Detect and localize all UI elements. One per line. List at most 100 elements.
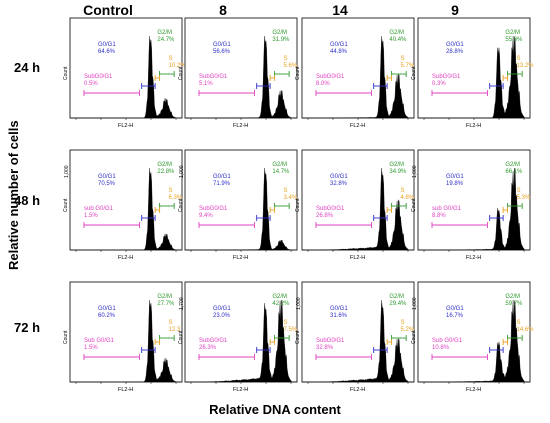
x-axis-label: FL2-H (466, 123, 481, 129)
gate-value-label: 4.8% (401, 195, 415, 201)
gate-value-label: 1.5% (84, 345, 98, 351)
x-axis-label: FL2-H (233, 255, 248, 261)
gate-value-label: 56.6% (213, 49, 231, 55)
gate-value-label: 32.8% (316, 345, 334, 351)
row-header-24h: 24 h (14, 60, 41, 75)
gate-name-label: G2/M (272, 294, 287, 300)
panel-frame (184, 149, 298, 251)
gate-value-label: 42.2% (272, 301, 290, 307)
gate-name-label: G2/M (157, 162, 172, 168)
gate-value-label: 5.1% (199, 81, 213, 87)
gate-value-label: 31.6% (330, 313, 348, 319)
gate-name-label: G2/M (505, 30, 520, 36)
y-axis-label: Count (295, 198, 301, 212)
gate-value-label: 71.9% (213, 181, 231, 187)
gate-value-label: 19.8% (446, 181, 464, 187)
histogram-fill (70, 299, 182, 383)
row-header-48h: 48 h (14, 193, 41, 208)
gate-value-label: 40.4% (389, 37, 407, 43)
gate-name-label: G2/M (505, 294, 520, 300)
x-axis-label: FL2-H (233, 123, 248, 129)
y-axis-label: Count (63, 198, 69, 212)
panel-frame (69, 17, 183, 119)
panel-frame (69, 149, 183, 251)
gate-name-label: G0/G1 (330, 306, 348, 312)
gate-name-label: S (517, 320, 521, 326)
gate-value-label: 10.2% (169, 63, 187, 69)
gate-value-label: 70.5% (98, 181, 116, 187)
gate-name-label: G0/G1 (213, 306, 231, 312)
gate-value-label: 60.2% (98, 313, 116, 319)
gate-value-label: 32.8% (330, 181, 348, 187)
gate-value-label: 55.6% (505, 37, 523, 43)
gate-value-label: 26.8% (316, 213, 334, 219)
gate-value-label: 22.8% (157, 169, 175, 175)
y-max-tick: 1,000 (412, 165, 418, 178)
y-axis-label: Count (411, 198, 417, 212)
gate-value-label: 14.7% (272, 169, 290, 175)
y-axis-label: Count (178, 66, 184, 80)
gate-name-label: S (517, 56, 521, 62)
gate-name-label: S (284, 188, 288, 194)
y-max-tick: 1,000 (64, 165, 70, 178)
y-axis-label: Count (178, 198, 184, 212)
gate-value-label: 44.8% (330, 49, 348, 55)
gate-name-label: G0/G1 (330, 174, 348, 180)
histogram-fill (185, 167, 297, 251)
gate-value-label: 5.2% (401, 327, 415, 333)
gate-name-label: G2/M (505, 162, 520, 168)
gate-value-label: 28.8% (446, 49, 464, 55)
gate-name-label: sub G0/G1 (432, 206, 462, 212)
gate-value-label: 5.6% (284, 63, 298, 69)
gate-value-label: 13.2% (517, 63, 535, 69)
gate-name-label: G2/M (157, 294, 172, 300)
histogram-fill (418, 167, 530, 251)
histogram-fill (185, 299, 297, 383)
gate-value-label: 6.3% (169, 195, 183, 201)
y-axis-label: Count (411, 66, 417, 80)
histogram-fill (185, 35, 297, 119)
y-axis-label: Count (63, 66, 69, 80)
x-axis-label: FL2-H (466, 387, 481, 393)
gate-name-label: G0/G1 (446, 306, 464, 312)
row-header-72h: 72 h (14, 320, 41, 335)
gate-value-label: 29.4% (389, 301, 407, 307)
column-header-control: Control (83, 2, 133, 18)
gate-name-label: G0/G1 (98, 306, 116, 312)
gate-name-label: G2/M (389, 162, 404, 168)
x-axis-label: FL2-H (118, 255, 133, 261)
gate-value-label: 34.9% (389, 169, 407, 175)
gate-value-label: 3.4% (284, 195, 298, 201)
gate-name-label: S (169, 56, 173, 62)
column-header-14: 14 (332, 2, 348, 18)
gate-value-label: 14.6% (517, 327, 535, 333)
gate-value-label: 7.5% (284, 327, 298, 333)
gate-name-label: G0/G1 (446, 42, 464, 48)
histogram-fill (418, 299, 530, 383)
column-header-9: 9 (451, 2, 459, 18)
x-axis-label: FL2-H (350, 387, 365, 393)
x-axis-label: FL2-H (118, 387, 133, 393)
histogram-fill (302, 35, 414, 119)
gate-name-label: S (169, 320, 173, 326)
gate-value-label: 23.0% (213, 313, 231, 319)
gate-value-label: 64.6% (98, 49, 116, 55)
y-max-tick: 1,000 (179, 165, 185, 178)
gate-name-label: sub G0/G1 (84, 206, 114, 212)
gate-name-label: SubG0/G1 (316, 206, 345, 212)
gate-name-label: G2/M (272, 162, 287, 168)
gate-name-label: S (401, 188, 405, 194)
gate-name-label: SubG0/G1 (84, 74, 113, 80)
gate-name-label: S (517, 188, 521, 194)
gate-name-label: SubG0/G1 (316, 74, 345, 80)
gate-name-label: S (401, 56, 405, 62)
gate-name-label: S (169, 188, 173, 194)
histogram-fill (302, 299, 414, 383)
